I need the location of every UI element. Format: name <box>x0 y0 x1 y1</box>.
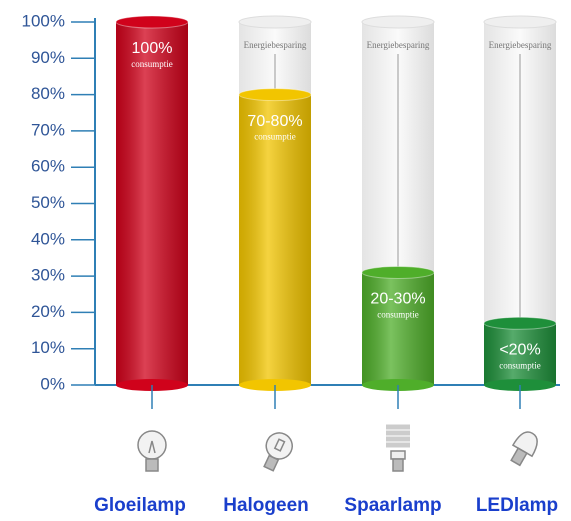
glass-top <box>238 15 312 29</box>
x-tick-label: Gloeilamp <box>94 495 186 516</box>
value-label: 70-80% <box>247 113 302 130</box>
y-tick-label: 20% <box>31 302 65 321</box>
bar-shine <box>239 94 311 385</box>
x-tick-label: LEDlamp <box>476 495 558 516</box>
bar-shine <box>484 323 556 385</box>
sublabel: consumptie <box>499 360 541 370</box>
annotation: Energiebesparing <box>367 40 430 50</box>
y-tick-label: 60% <box>31 157 65 176</box>
y-tick-label: 30% <box>31 266 65 285</box>
bar-shine <box>362 272 434 385</box>
annotation: Energiebesparing <box>489 40 552 50</box>
bar-shine <box>116 22 188 385</box>
y-tick-label: 90% <box>31 48 65 67</box>
glass-top <box>483 15 557 29</box>
value-label: 100% <box>132 40 173 57</box>
sublabel: consumptie <box>254 132 296 142</box>
lamp-icons <box>137 424 538 472</box>
sublabel: consumptie <box>377 310 419 320</box>
annotation: Energiebesparing <box>244 40 307 50</box>
y-tick-label: 70% <box>31 120 65 139</box>
y-tick-label: 80% <box>31 84 65 103</box>
x-tick-label: Spaarlamp <box>344 495 441 516</box>
y-tick-label: 10% <box>31 338 65 357</box>
glass-top <box>361 15 435 29</box>
value-label: <20% <box>499 342 540 359</box>
bar-top <box>238 88 312 102</box>
bar-top <box>483 316 557 330</box>
value-label: 20-30% <box>370 291 425 308</box>
y-tick-label: 0% <box>40 374 65 393</box>
y-tick-label: 100% <box>22 11 65 30</box>
sublabel: consumptie <box>131 59 173 69</box>
bar-top <box>361 265 435 279</box>
y-tick-label: 50% <box>31 193 65 212</box>
bar-top <box>115 15 189 29</box>
x-tick-label: Halogeen <box>223 495 309 516</box>
y-tick-label: 40% <box>31 229 65 248</box>
